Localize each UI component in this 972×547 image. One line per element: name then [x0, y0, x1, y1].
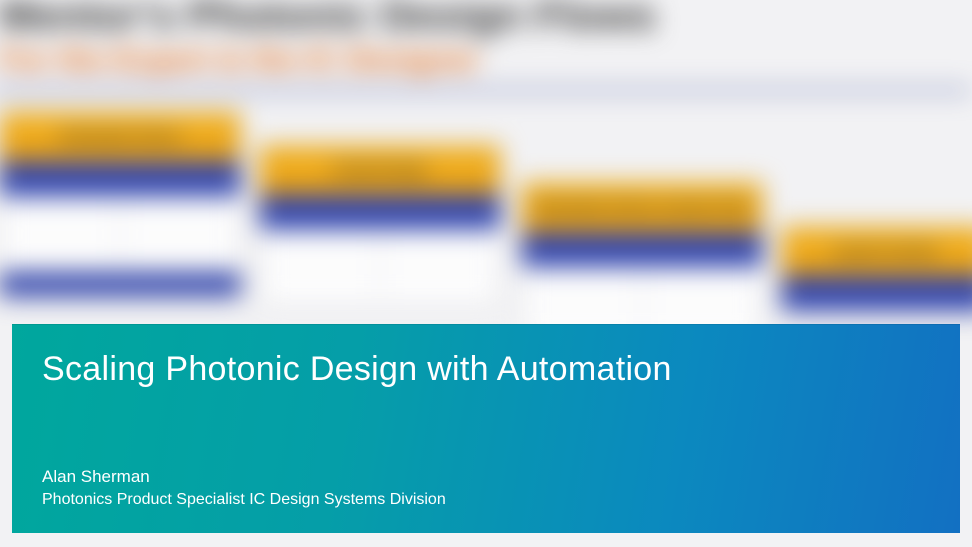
slide: Mentor's Photonic Design Flows For the E… — [0, 0, 972, 547]
bg-card: Schematic Driven Custom Flow — [521, 182, 762, 342]
bg-card-cell — [645, 274, 755, 302]
bg-card-cell — [267, 237, 377, 265]
bg-card-band — [781, 276, 972, 311]
bg-card-cell — [123, 203, 233, 231]
bg-card-head: Schematic Driven — [0, 112, 241, 162]
bg-card: Layout Custom — [781, 226, 972, 311]
bg-card-band — [0, 162, 241, 197]
bg-card-band — [521, 232, 762, 267]
bg-card-head: Schematic Driven Custom Flow — [521, 182, 762, 232]
bg-card-head: Script Design — [259, 145, 500, 195]
bg-card-cell — [383, 270, 493, 298]
bg-card-cell — [7, 237, 117, 265]
bg-card: Schematic Driven — [0, 112, 241, 297]
presenter-name: Alan Sherman — [42, 466, 930, 489]
bg-card-cell — [267, 270, 377, 298]
bg-card-cell — [7, 203, 117, 231]
bg-card-grid — [259, 230, 500, 305]
bg-divider — [0, 89, 971, 92]
presentation-title: Scaling Photonic Design with Automation — [42, 350, 930, 389]
bg-card-band — [259, 195, 500, 230]
bg-card-head: Layout Custom — [781, 226, 972, 276]
title-banner: Scaling Photonic Design with Automation … — [12, 324, 960, 533]
presenter-block: Alan Sherman Photonics Product Specialis… — [42, 466, 930, 511]
bg-headline: Mentor's Photonic Design Flows — [0, 0, 656, 40]
presenter-role: Photonics Product Specialist IC Design S… — [42, 489, 930, 511]
bg-card-foot — [0, 272, 241, 297]
bg-subhead: For the Expert & the IC Designer — [0, 43, 479, 78]
bg-card-grid — [0, 197, 241, 272]
bg-card: Script Design — [259, 145, 500, 305]
bg-card-cell — [123, 237, 233, 265]
bg-card-cell — [529, 274, 639, 302]
bg-card-cell — [383, 237, 493, 265]
